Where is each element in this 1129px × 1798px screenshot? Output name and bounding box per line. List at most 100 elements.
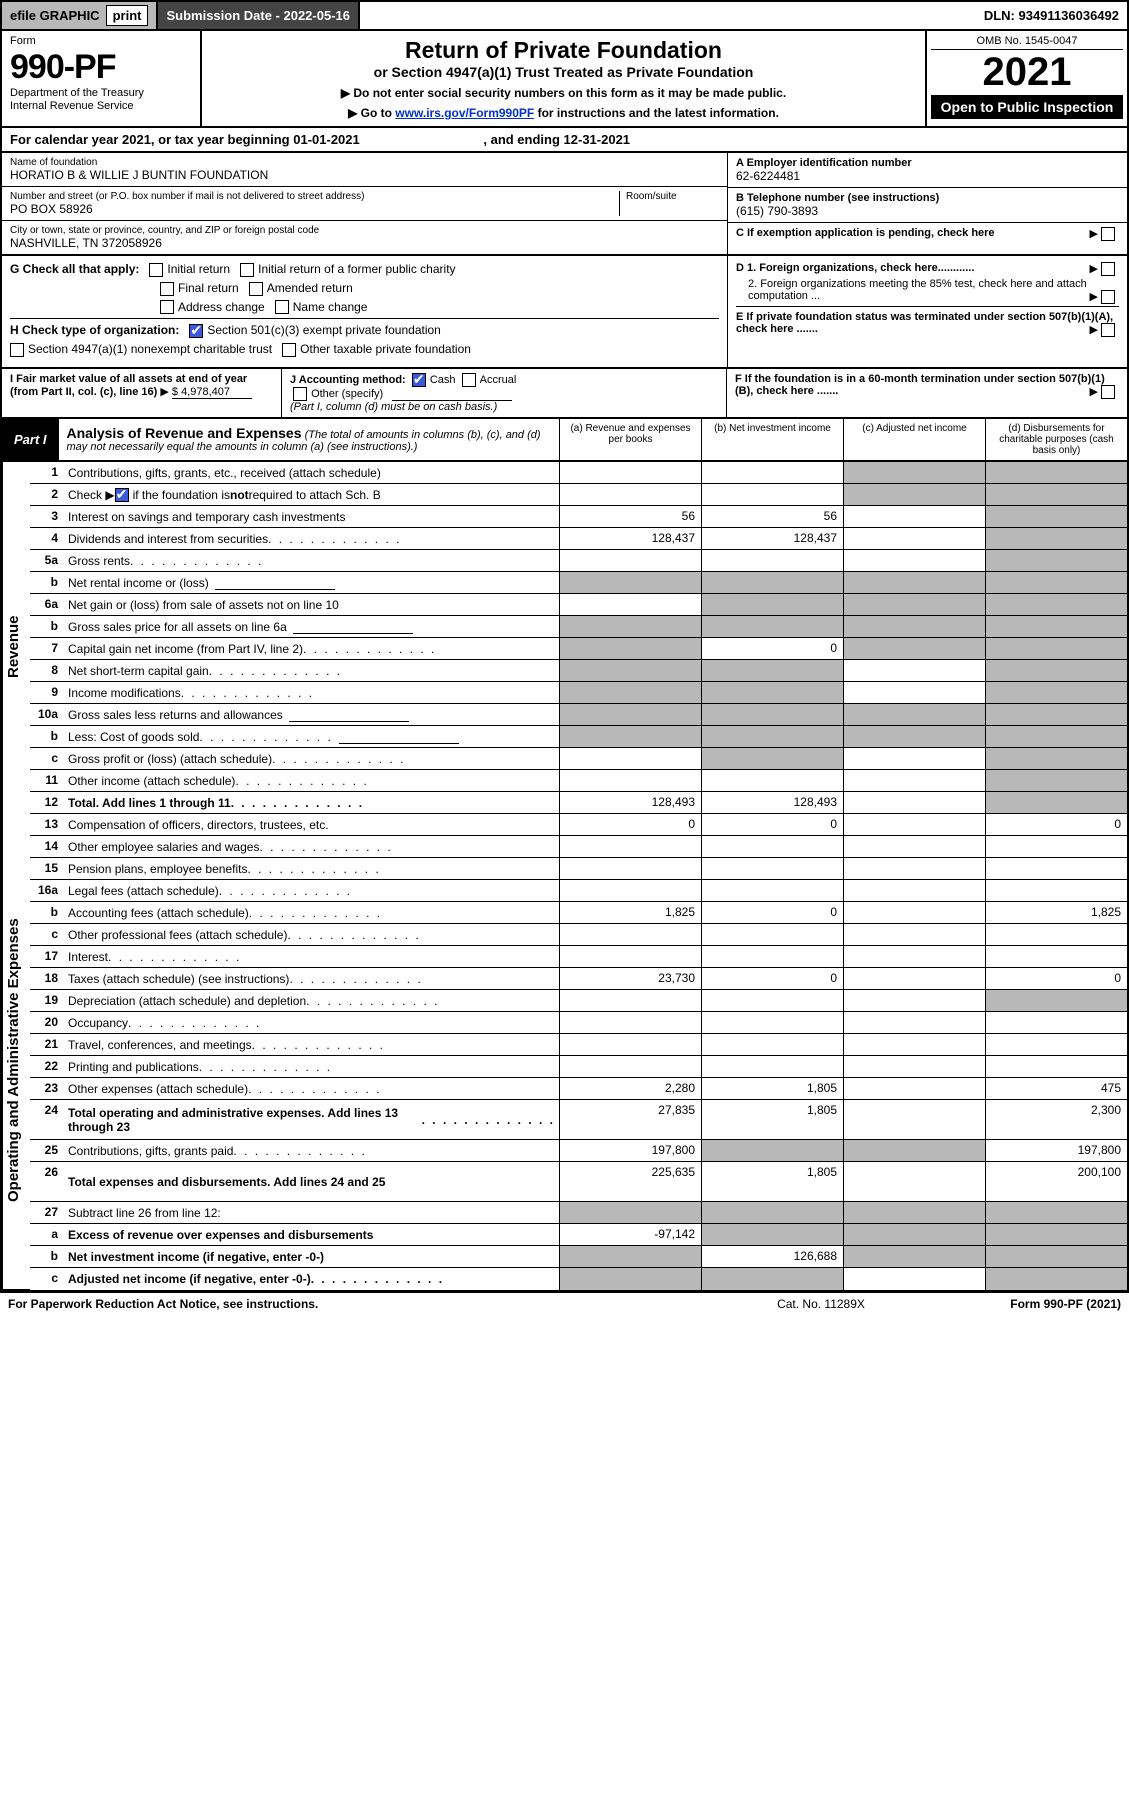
cal-begin: 01-01-2021 <box>293 132 360 147</box>
cell-c <box>843 1100 985 1139</box>
topbar-spacer <box>360 2 976 29</box>
line-text: Income modifications <box>64 682 559 703</box>
line-text: Total operating and administrative expen… <box>64 1100 559 1139</box>
cell-d <box>985 858 1127 879</box>
g-opt-1: Initial return of a former public charit… <box>258 262 455 276</box>
line-number: 9 <box>30 682 64 703</box>
cell-c <box>843 770 985 791</box>
cell-a: 27,835 <box>559 1100 701 1139</box>
open-inspection: Open to Public Inspection <box>931 95 1123 119</box>
f-cell: F If the foundation is in a 60-month ter… <box>727 369 1127 417</box>
g-label: G Check all that apply: <box>10 262 139 276</box>
j-cash-checkbox[interactable] <box>412 373 426 387</box>
g-opt-5: Name change <box>293 300 368 314</box>
cell-b <box>701 462 843 483</box>
form-number: 990-PF <box>10 48 192 87</box>
c-checkbox[interactable] <box>1101 227 1115 241</box>
calendar-year-row: For calendar year 2021, or tax year begi… <box>0 128 1129 153</box>
g-final-return[interactable] <box>160 282 174 296</box>
line-text: Compensation of officers, directors, tru… <box>64 814 559 835</box>
form-link[interactable]: www.irs.gov/Form990PF <box>395 106 534 120</box>
line-c: cGross profit or (loss) (attach schedule… <box>30 748 1127 770</box>
d2-checkbox[interactable] <box>1101 290 1115 304</box>
city-cell: City or town, state or province, country… <box>2 221 727 254</box>
h-other-taxable[interactable] <box>282 343 296 357</box>
schb-checkbox[interactable] <box>115 488 129 502</box>
line-number: 14 <box>30 836 64 857</box>
e-checkbox[interactable] <box>1101 323 1115 337</box>
cell-d: 0 <box>985 814 1127 835</box>
cell-d <box>985 704 1127 725</box>
cell-d <box>985 528 1127 549</box>
g-amended[interactable] <box>249 282 263 296</box>
j-accrual-checkbox[interactable] <box>462 373 476 387</box>
form-header: Form 990-PF Department of the Treasury I… <box>0 31 1129 128</box>
g-section: G Check all that apply: Initial return I… <box>2 256 727 367</box>
f-checkbox[interactable] <box>1101 385 1115 399</box>
g-address-change[interactable] <box>160 300 174 314</box>
cell-c <box>843 572 985 593</box>
line-23: 23Other expenses (attach schedule) 2,280… <box>30 1078 1127 1100</box>
line-14: 14Other employee salaries and wages <box>30 836 1127 858</box>
cell-a <box>559 1012 701 1033</box>
line-text: Dividends and interest from securities <box>64 528 559 549</box>
line-text: Net gain or (loss) from sale of assets n… <box>64 594 559 615</box>
cell-d <box>985 660 1127 681</box>
g-initial-former[interactable] <box>240 263 254 277</box>
h-501c3[interactable] <box>189 324 203 338</box>
line-number: 13 <box>30 814 64 835</box>
line-number: 22 <box>30 1056 64 1077</box>
cell-d <box>985 792 1127 813</box>
h-4947[interactable] <box>10 343 24 357</box>
cell-d <box>985 1202 1127 1223</box>
cell-a <box>559 484 701 505</box>
line-text: Accounting fees (attach schedule) <box>64 902 559 923</box>
cell-c <box>843 638 985 659</box>
cell-b <box>701 660 843 681</box>
cell-c <box>843 1202 985 1223</box>
line-26: 26Total expenses and disbursements. Add … <box>30 1162 1127 1202</box>
line-text: Other income (attach schedule) <box>64 770 559 791</box>
j-other-checkbox[interactable] <box>293 387 307 401</box>
line-17: 17Interest <box>30 946 1127 968</box>
note2-pre: ▶ Go to <box>348 106 395 120</box>
cell-a <box>559 682 701 703</box>
d1-checkbox[interactable] <box>1101 262 1115 276</box>
cell-c <box>843 968 985 989</box>
line-text: Other professional fees (attach schedule… <box>64 924 559 945</box>
cell-d <box>985 946 1127 967</box>
g-initial-return[interactable] <box>149 263 163 277</box>
part1-title: Analysis of Revenue and Expenses <box>67 425 302 441</box>
cell-c <box>843 1268 985 1290</box>
line-12: 12Total. Add lines 1 through 11 128,4931… <box>30 792 1127 814</box>
form-title: Return of Private Foundation <box>212 37 915 64</box>
line-19: 19Depreciation (attach schedule) and dep… <box>30 990 1127 1012</box>
cell-c <box>843 528 985 549</box>
line-text: Travel, conferences, and meetings <box>64 1034 559 1055</box>
cell-d <box>985 770 1127 791</box>
g-name-change[interactable] <box>275 300 289 314</box>
id-right: A Employer identification number 62-6224… <box>727 153 1127 254</box>
h-label: H Check type of organization: <box>10 323 179 337</box>
cell-b <box>701 1034 843 1055</box>
line-7: 7Capital gain net income (from Part IV, … <box>30 638 1127 660</box>
col-b-hdr: (b) Net investment income <box>701 419 843 460</box>
note2-post: for instructions and the latest informat… <box>538 106 779 120</box>
line-18: 18Taxes (attach schedule) (see instructi… <box>30 968 1127 990</box>
print-button[interactable]: print <box>106 5 149 26</box>
note1: ▶ Do not enter social security numbers o… <box>212 86 915 100</box>
expenses-side-label: Operating and Administrative Expenses <box>2 832 30 1290</box>
line-number: b <box>30 1246 64 1267</box>
line-22: 22Printing and publications <box>30 1056 1127 1078</box>
cell-a <box>559 726 701 747</box>
cell-c <box>843 660 985 681</box>
col-c-hdr: (c) Adjusted net income <box>843 419 985 460</box>
cell-c <box>843 1140 985 1161</box>
cell-b <box>701 1012 843 1033</box>
line-number: 23 <box>30 1078 64 1099</box>
cell-b <box>701 946 843 967</box>
line-number: 10a <box>30 704 64 725</box>
cell-c <box>843 726 985 747</box>
line-3: 3Interest on savings and temporary cash … <box>30 506 1127 528</box>
check-grid: G Check all that apply: Initial return I… <box>0 256 1129 369</box>
